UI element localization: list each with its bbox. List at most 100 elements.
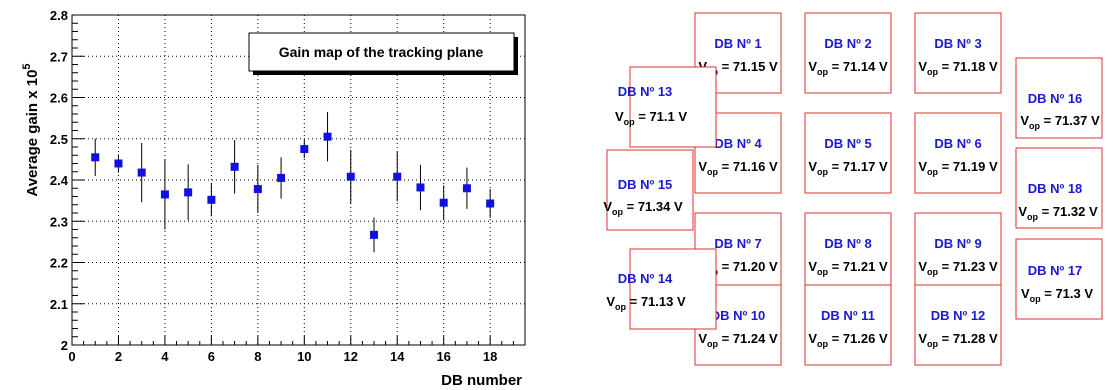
board-voltage: Vop = 71.18 V [918,59,998,77]
board-title: DB Nº 18 [1028,181,1083,196]
y-tick-label: 2.5 [50,132,68,147]
board-title: DB Nº 2 [824,36,871,51]
data-point [300,145,309,154]
board-outline [629,66,717,148]
voltage-value: = 71.32 V [1038,204,1098,219]
detector-board-8: DB Nº 8 Vop = 71.21 V [804,212,892,294]
x-tick-label: 12 [344,349,358,364]
x-tick-label: 4 [161,349,169,364]
board-voltage: Vop = 71.1 V [615,109,687,127]
y-tick-label: 2.6 [50,91,68,106]
x-tick-label: 6 [208,349,215,364]
voltage-subscript: op [927,267,938,277]
voltage-value: = 71.19 V [938,159,998,174]
board-voltage: Vop = 71.16 V [698,159,778,177]
chart-title-box [248,32,515,72]
x-tick-label: 0 [68,349,75,364]
voltage-subscript: op [817,267,828,277]
y-tick-label: 2.1 [50,297,68,312]
board-outline [804,284,892,366]
voltage-symbol: V [1020,113,1029,128]
data-point [207,195,216,204]
board-title: DB Nº 7 [714,236,761,251]
voltage-symbol: V [808,259,817,274]
voltage-value: = 71.3 V [1041,286,1094,301]
data-point [393,172,402,181]
board-title: DB Nº 1 [714,36,761,51]
board-title: DB Nº 12 [931,308,986,323]
data-point [346,172,355,181]
voltage-value: = 71.15 V [718,59,778,74]
voltage-symbol: V [606,294,615,309]
voltage-symbol: V [698,331,707,346]
data-point [277,173,286,182]
board-outline [629,248,717,330]
voltage-subscript: op [612,207,623,217]
voltage-value: = 71.24 V [718,331,778,346]
y-tick-label: 2.3 [50,214,68,229]
data-point [416,183,425,192]
voltage-subscript: op [615,302,626,312]
voltage-value: = 71.16 V [718,159,778,174]
detector-board-6: DB Nº 6 Vop = 71.19 V [914,112,1002,194]
x-tick-label: 18 [483,349,497,364]
voltage-symbol: V [698,159,707,174]
data-point [184,188,193,197]
voltage-symbol: V [918,159,927,174]
data-point [253,185,262,194]
board-voltage: Vop = 71.13 V [606,294,686,312]
detector-board-13: DB Nº 13 Vop = 71.1 V [615,66,717,148]
board-outline [914,284,1002,366]
board-outline [1015,147,1103,229]
detector-board-3: DB Nº 3 Vop = 71.18 V [914,12,1002,94]
voltage-value: = 71.21 V [828,259,888,274]
voltage-symbol: V [603,199,612,214]
voltage-symbol: V [1018,204,1027,219]
voltage-subscript: op [1029,121,1040,131]
y-tick-label: 2.2 [50,256,68,271]
board-title: DB Nº 13 [618,84,673,99]
board-title: DB Nº 8 [824,236,871,251]
detector-board-9: DB Nº 9 Vop = 71.23 V [914,212,1002,294]
y-tick-label: 2.4 [50,173,69,188]
board-voltage: Vop = 71.19 V [918,159,998,177]
voltage-subscript: op [624,117,635,127]
y-tick-label: 2.8 [50,8,68,23]
board-outline [606,149,694,231]
board-outline [914,212,1002,294]
voltage-symbol: V [918,331,927,346]
voltage-subscript: op [817,339,828,349]
voltage-value: = 71.17 V [828,159,888,174]
voltage-symbol: V [808,331,817,346]
board-title: DB Nº 3 [934,36,981,51]
detector-board-17: DB Nº 17 Vop = 71.3 V [1015,238,1103,320]
board-voltage: Vop = 71.17 V [808,159,888,177]
board-voltage: Vop = 71.37 V [1020,113,1100,131]
board-title: DB Nº 10 [711,308,766,323]
board-title: DB Nº 15 [618,177,673,192]
y-tick-label: 2.7 [50,49,68,64]
data-point [160,190,169,199]
board-voltage: Vop = 71.26 V [808,331,888,349]
voltage-value: = 71.28 V [938,331,998,346]
board-voltage: Vop = 71.28 V [918,331,998,349]
board-voltage: Vop = 71.14 V [808,59,888,77]
board-voltage: Vop = 71.23 V [918,259,998,277]
y-axis-label: Average gain x 105 [21,63,41,196]
voltage-value: = 71.14 V [828,59,888,74]
voltage-subscript: op [1027,212,1038,222]
board-voltage: Vop = 71.24 V [698,331,778,349]
voltage-value: = 71.18 V [938,59,998,74]
voltage-value: = 71.13 V [626,294,686,309]
chart-points [91,111,495,253]
voltage-subscript: op [707,167,718,177]
board-title: DB Nº 14 [618,271,673,286]
board-voltage: Vop = 71.32 V [1018,204,1098,222]
detector-board-2: DB Nº 2 Vop = 71.14 V [804,12,892,94]
voltage-symbol: V [918,259,927,274]
board-voltage: Vop = 71.34 V [603,199,683,217]
voltage-subscript: op [817,67,828,77]
